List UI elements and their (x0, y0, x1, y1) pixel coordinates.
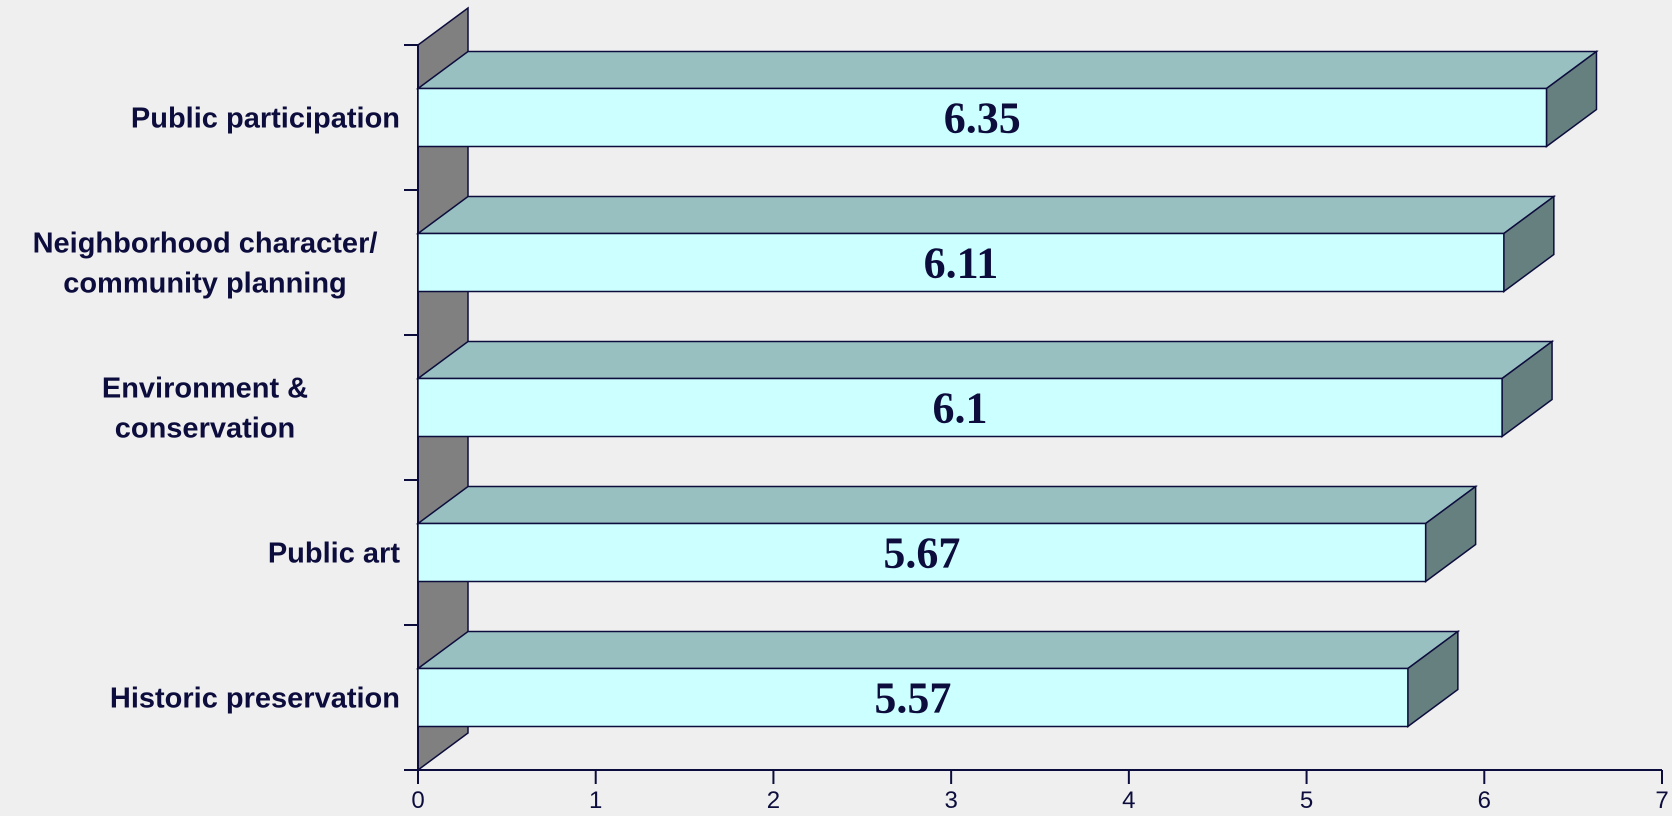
bar (415, 340, 1555, 438)
bar-value-label: 5.57 (874, 674, 951, 723)
bar-front-face (417, 667, 1409, 728)
x-tick-label: 6 (1478, 787, 1491, 814)
labels: 5.57 5.67 6.1 6.11 6.35 Public participation N… (33, 94, 1021, 723)
bar-front-face (417, 87, 1548, 148)
category-label-line: community planning (63, 268, 347, 300)
bar-front-face (417, 232, 1505, 293)
category-label: Historic preservation (110, 683, 400, 715)
x-tick-label: 7 (1655, 787, 1668, 814)
bar-top-face (415, 195, 1557, 235)
bars (415, 50, 1599, 728)
category-label: Neighborhood character/community plannin… (33, 228, 378, 300)
bar-value-label: 5.67 (883, 529, 960, 578)
bar (415, 50, 1599, 148)
category-label-line: Public participation (131, 103, 400, 135)
x-tick-label: 0 (411, 787, 424, 814)
category-label: Public art (268, 538, 400, 570)
bar-front-face (417, 377, 1503, 438)
bar-front-face (417, 522, 1427, 583)
bar-value-label: 6.11 (924, 239, 999, 288)
bar-value-label: 6.35 (944, 94, 1021, 143)
category-label-line: Neighborhood character/ (33, 228, 378, 260)
x-tick-label: 3 (944, 787, 957, 814)
category-label-line: conservation (115, 413, 296, 445)
category-label-line: Public art (268, 538, 400, 570)
bar-value-label: 6.1 (933, 384, 988, 433)
x-tick-label: 4 (1122, 787, 1135, 814)
bar-top-face (415, 630, 1461, 670)
category-label-line: Environment & (102, 373, 308, 405)
bar-top-face (415, 50, 1599, 90)
x-tick-label: 2 (767, 787, 780, 814)
bar-top-face (415, 340, 1555, 380)
bar-top-face (415, 485, 1478, 525)
category-label: Public participation (131, 103, 400, 135)
x-tick-label: 5 (1300, 787, 1313, 814)
category-label-line: Historic preservation (110, 683, 400, 715)
bar (415, 630, 1461, 728)
bar (415, 195, 1557, 293)
bar (415, 485, 1478, 583)
x-tick-label: 1 (589, 787, 602, 814)
category-label: Environment & conservation (102, 373, 308, 445)
